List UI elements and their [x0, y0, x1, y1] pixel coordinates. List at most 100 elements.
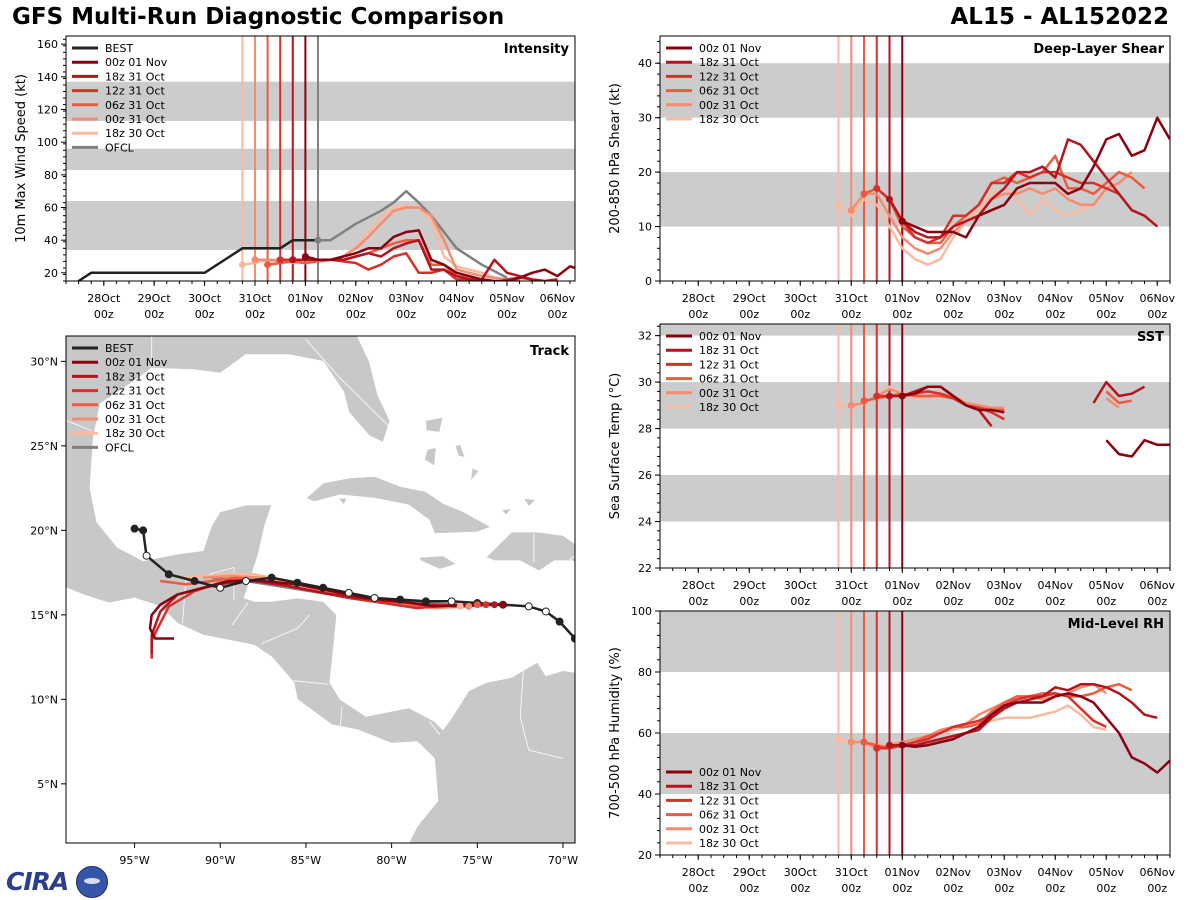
x-tick-hour-label: 00z	[245, 308, 265, 321]
best-track-marker	[541, 607, 550, 616]
legend-label: 18z 31 Oct	[105, 70, 165, 83]
shaded-band	[66, 148, 575, 170]
y-tick-label: 26	[638, 469, 652, 482]
border-line	[231, 602, 249, 626]
x-tick-day-label: 03Nov	[388, 292, 424, 305]
globe-icon	[76, 866, 108, 898]
shaded-band	[660, 172, 1170, 227]
land-shape	[469, 467, 480, 483]
x-tick-day-label: 29Oct	[733, 866, 767, 879]
x-tick-hour-label: 00z	[547, 308, 567, 321]
legend-label: 12z 31 Oct	[105, 85, 165, 98]
x-tick-hour-label: 00z	[1045, 595, 1065, 608]
x-tick-hour-label: 00z	[497, 308, 517, 321]
x-tick-day-label: 06Nov	[1140, 866, 1176, 879]
legend-label: 18z 30 Oct	[699, 401, 759, 414]
panel-title: Intensity	[504, 42, 570, 57]
x-tick-hour-label: 00z	[943, 882, 963, 895]
best-track-line	[77, 238, 318, 281]
legend-label: 00z 01 Nov	[105, 356, 168, 369]
border-line	[66, 420, 92, 431]
axes-frame	[65, 35, 576, 282]
series-start-marker	[289, 256, 297, 264]
legend-label: 06z 31 Oct	[699, 809, 759, 822]
border-line	[519, 667, 564, 759]
x-tick-day-label: 02Nov	[936, 866, 972, 879]
land-shape	[522, 497, 537, 508]
series-start-marker	[886, 195, 893, 203]
land-shape	[337, 497, 348, 506]
x-tick-day-label: 03Nov	[987, 292, 1023, 305]
x-tick-hour-label: 00z	[447, 308, 467, 321]
series-start-marker	[847, 401, 855, 409]
best-track-marker	[344, 588, 353, 597]
legend-label: 18z 31 Oct	[699, 56, 759, 69]
panel-title: SST	[1137, 330, 1164, 345]
lon-tick-label: 75°W	[462, 854, 492, 867]
shear-plot-area	[835, 116, 1170, 266]
x-tick-hour-label: 00z	[1147, 595, 1167, 608]
forecast-start-marker	[465, 602, 473, 610]
shaded-band	[660, 475, 1170, 522]
shaded-band	[660, 382, 1170, 429]
shaded-band	[660, 611, 1170, 672]
shaded-band	[66, 200, 575, 250]
intensity-panel: 20 40 60 80 100 120 140 160 28Oct 00z 29Oct 00z 30Oc…	[14, 35, 576, 321]
x-tick-day-label: 02Nov	[338, 292, 374, 305]
x-tick-hour-label: 00z	[1096, 595, 1116, 608]
x-tick-day-label: 29Oct	[733, 579, 767, 592]
best-track-marker	[241, 577, 250, 586]
sst-plot-area	[835, 380, 1170, 458]
x-tick-day-label: 28Oct	[682, 579, 716, 592]
legend-label: 12z 31 Oct	[699, 794, 759, 807]
x-tick-day-label: 01Nov	[885, 579, 921, 592]
land-shape	[500, 507, 513, 516]
y-tick-label: 60	[44, 202, 58, 215]
x-tick-hour-label: 00z	[688, 595, 708, 608]
best-track-marker	[396, 595, 405, 604]
lon-tick-label: 90°W	[205, 854, 235, 867]
legend-label: BEST	[105, 42, 133, 55]
legend-label: 18z 30 Oct	[699, 837, 759, 850]
best-track-marker	[524, 602, 533, 611]
x-tick-day-label: 31Oct	[835, 866, 869, 879]
best-track-marker	[421, 597, 430, 606]
series-line	[889, 682, 1158, 747]
x-tick-day-label: 01Nov	[885, 866, 921, 879]
x-tick-hour-label: 00z	[943, 595, 963, 608]
y-tick-label: 28	[638, 423, 652, 436]
forecast-start-marker	[499, 601, 507, 609]
land-shape	[454, 443, 466, 459]
series-start-marker	[873, 184, 881, 192]
x-tick-hour-label: 00z	[1096, 882, 1116, 895]
lat-tick-label: 5°N	[37, 778, 58, 791]
forecast-start-marker	[456, 602, 464, 610]
series-start-marker	[873, 392, 881, 400]
x-tick-hour-label: 00z	[892, 882, 912, 895]
series-line	[305, 229, 575, 281]
legend-label: 00z 01 Nov	[699, 766, 762, 779]
legend-label: 18z 31 Oct	[699, 344, 759, 357]
legend-label: 00z 31 Oct	[699, 99, 759, 112]
series-start-marker	[251, 256, 259, 264]
y-tick-label: 0	[645, 275, 652, 288]
x-tick-day-label: 29Oct	[138, 292, 172, 305]
y-tick-label: 32	[638, 330, 652, 343]
series-start-marker	[238, 261, 246, 269]
x-tick-hour-label: 00z	[994, 882, 1014, 895]
x-tick-hour-label: 00z	[790, 595, 810, 608]
series-line	[901, 116, 1170, 239]
x-tick-day-label: 02Nov	[936, 579, 972, 592]
best-track-marker	[164, 570, 173, 579]
x-tick-day-label: 04Nov	[1038, 866, 1074, 879]
y-tick-label: 120	[37, 104, 58, 117]
x-tick-day-label: 06Nov	[540, 292, 576, 305]
y-tick-label: 140	[37, 71, 58, 84]
x-tick-day-label: 04Nov	[1038, 292, 1074, 305]
legend-label: 00z 31 Oct	[105, 113, 165, 126]
series-start-marker	[847, 206, 855, 214]
x-tick-hour-label: 00z	[892, 308, 912, 321]
x-tick-day-label: 30Oct	[784, 292, 818, 305]
x-tick-day-label: 05Nov	[1089, 866, 1125, 879]
legend-label: OFCL	[105, 141, 135, 154]
